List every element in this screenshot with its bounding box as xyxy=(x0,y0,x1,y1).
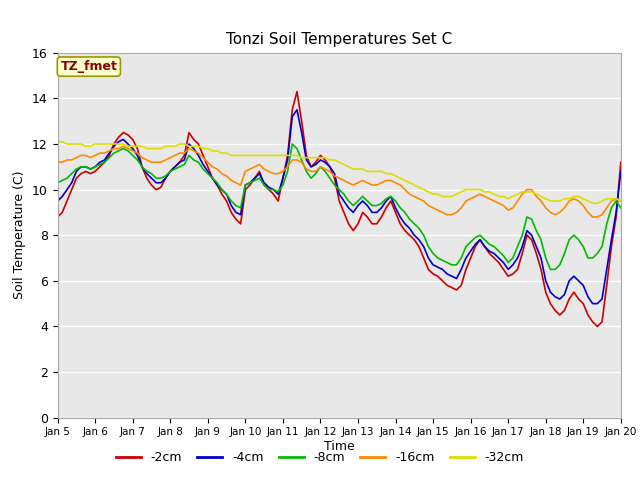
-8cm xyxy=(54,180,61,186)
-8cm xyxy=(289,141,296,147)
-16cm xyxy=(298,159,305,165)
-4cm xyxy=(298,130,305,135)
-4cm xyxy=(293,107,301,113)
-4cm xyxy=(438,266,446,272)
Line: -8cm: -8cm xyxy=(58,144,621,269)
-2cm xyxy=(110,141,118,147)
-4cm xyxy=(54,198,61,204)
Title: Tonzi Soil Temperatures Set C: Tonzi Soil Temperatures Set C xyxy=(226,33,452,48)
-32cm xyxy=(54,139,61,144)
-4cm xyxy=(584,294,592,300)
-8cm xyxy=(185,153,193,158)
-4cm xyxy=(410,232,418,238)
-8cm xyxy=(589,255,596,261)
-2cm xyxy=(185,130,193,135)
-2cm xyxy=(438,278,446,284)
Y-axis label: Soil Temperature (C): Soil Temperature (C) xyxy=(13,171,26,300)
-2cm xyxy=(298,119,305,124)
-16cm xyxy=(589,214,596,220)
-8cm xyxy=(617,205,625,211)
-32cm xyxy=(589,201,596,206)
-4cm xyxy=(110,144,118,149)
-8cm xyxy=(438,257,446,263)
-32cm xyxy=(110,141,118,147)
-2cm xyxy=(54,214,61,220)
X-axis label: Time: Time xyxy=(324,440,355,453)
-16cm xyxy=(617,198,625,204)
-32cm xyxy=(185,144,193,149)
Text: TZ_fmet: TZ_fmet xyxy=(60,60,117,73)
-8cm xyxy=(110,150,118,156)
-2cm xyxy=(593,324,601,329)
-16cm xyxy=(438,209,446,215)
-8cm xyxy=(410,221,418,227)
Line: -4cm: -4cm xyxy=(58,110,621,304)
-4cm xyxy=(589,300,596,307)
Line: -2cm: -2cm xyxy=(58,92,621,326)
-2cm xyxy=(293,89,301,95)
-16cm xyxy=(584,209,592,215)
Line: -16cm: -16cm xyxy=(58,146,621,217)
-32cm xyxy=(434,191,442,197)
-8cm xyxy=(547,266,554,272)
Legend: -2cm, -4cm, -8cm, -16cm, -32cm: -2cm, -4cm, -8cm, -16cm, -32cm xyxy=(111,446,529,469)
-16cm xyxy=(410,193,418,199)
-8cm xyxy=(298,157,305,163)
-16cm xyxy=(54,159,61,165)
-4cm xyxy=(617,168,625,174)
-16cm xyxy=(110,146,118,152)
Line: -32cm: -32cm xyxy=(58,142,621,204)
-32cm xyxy=(617,198,625,204)
-32cm xyxy=(579,196,587,202)
-2cm xyxy=(584,312,592,318)
-2cm xyxy=(410,237,418,243)
-16cm xyxy=(120,144,127,149)
-4cm xyxy=(185,141,193,147)
-32cm xyxy=(293,153,301,158)
-32cm xyxy=(406,180,413,186)
-16cm xyxy=(190,148,198,154)
-2cm xyxy=(617,159,625,165)
